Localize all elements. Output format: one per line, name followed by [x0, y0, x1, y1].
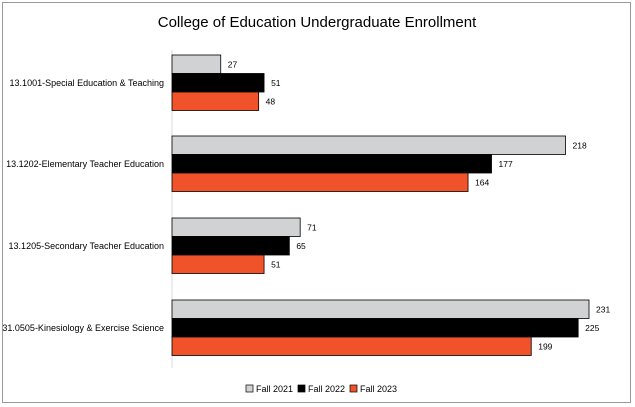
legend-swatch-fall-2023 [349, 384, 358, 393]
data-label-fall-2021-4: 231 [596, 304, 610, 314]
data-label-fall-2022-1: 51 [271, 78, 281, 88]
category-label-3: 13.1205-Secondary Teacher Education [9, 241, 164, 251]
data-label-fall-2022-3: 65 [296, 241, 306, 251]
data-label-fall-2023-3: 51 [271, 259, 281, 269]
bar-fall-2022-1 [171, 73, 265, 93]
category-label-2: 13.1202-Elementary Teacher Education [6, 159, 164, 169]
chart-title: College of Education Undergraduate Enrol… [158, 14, 477, 31]
bar-fall-2023-1 [171, 91, 260, 111]
legend-label-fall-2021: Fall 2021 [256, 384, 293, 394]
legend-swatch-fall-2022 [297, 384, 306, 393]
legend: Fall 2021 Fall 2022 Fall 2023 [245, 384, 397, 394]
category-label-4: 31.0505-Kinesiology & Exercise Science [2, 323, 164, 333]
bar-fall-2023-3 [171, 254, 265, 274]
bar-fall-2023-4 [171, 336, 532, 356]
bar-fall-2021-2 [171, 135, 566, 155]
bar-fall-2022-3 [171, 236, 290, 256]
data-label-fall-2021-1: 27 [228, 59, 238, 69]
legend-label-fall-2023: Fall 2023 [360, 384, 397, 394]
category-label-1: 13.1001-Special Education & Teaching [10, 78, 164, 88]
legend-label-fall-2022: Fall 2022 [308, 384, 345, 394]
data-label-fall-2023-1: 48 [266, 96, 276, 106]
bar-fall-2022-2 [171, 154, 492, 174]
data-label-fall-2021-3: 71 [307, 222, 317, 232]
data-label-fall-2023-4: 199 [538, 341, 552, 351]
bar-fall-2021-1 [171, 54, 222, 74]
bar-fall-2021-3 [171, 217, 301, 237]
data-label-fall-2023-2: 164 [475, 177, 489, 187]
bar-fall-2022-4 [171, 318, 579, 338]
plot-area: 13.1001-Special Education & Teaching 27 51… [2, 50, 610, 368]
legend-swatch-fall-2021 [245, 384, 254, 393]
data-label-fall-2021-2: 218 [573, 140, 587, 150]
bar-fall-2021-4 [171, 299, 590, 319]
data-label-fall-2022-2: 177 [499, 159, 513, 169]
data-label-fall-2022-4: 225 [585, 323, 599, 333]
bar-fall-2023-2 [171, 172, 469, 192]
